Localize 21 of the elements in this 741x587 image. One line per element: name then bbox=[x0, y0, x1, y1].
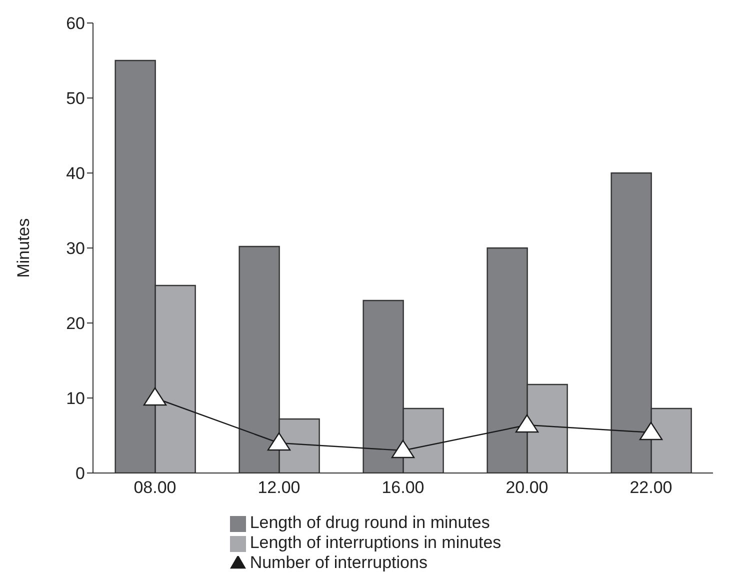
y-tick-label: 30 bbox=[66, 239, 85, 258]
legend-label: Length of drug round in minutes bbox=[250, 513, 490, 532]
legend-label: Number of interruptions bbox=[250, 553, 428, 572]
x-tick-label: 16.00 bbox=[382, 478, 424, 498]
y-axis-title: Minutes bbox=[14, 218, 34, 278]
y-tick-label: 60 bbox=[66, 14, 85, 34]
point bbox=[143, 387, 167, 406]
legend-label: Length of interruptions in minutes bbox=[250, 533, 502, 552]
x-tick-label: 20.00 bbox=[506, 478, 548, 498]
y-tick-label: 0 bbox=[76, 464, 85, 484]
y-tick-label: 20 bbox=[66, 314, 85, 334]
point bbox=[391, 440, 415, 458]
point bbox=[515, 414, 539, 433]
y-tick-label: 50 bbox=[66, 89, 85, 108]
y-tick-label: 10 bbox=[66, 389, 85, 408]
x-tick-label: 12.00 bbox=[258, 478, 300, 498]
point bbox=[639, 422, 663, 440]
x-tick-label: 22.00 bbox=[630, 478, 672, 498]
x-tick-label: 08.00 bbox=[134, 478, 176, 498]
y-tick-label: 40 bbox=[66, 164, 85, 184]
point bbox=[267, 432, 291, 451]
